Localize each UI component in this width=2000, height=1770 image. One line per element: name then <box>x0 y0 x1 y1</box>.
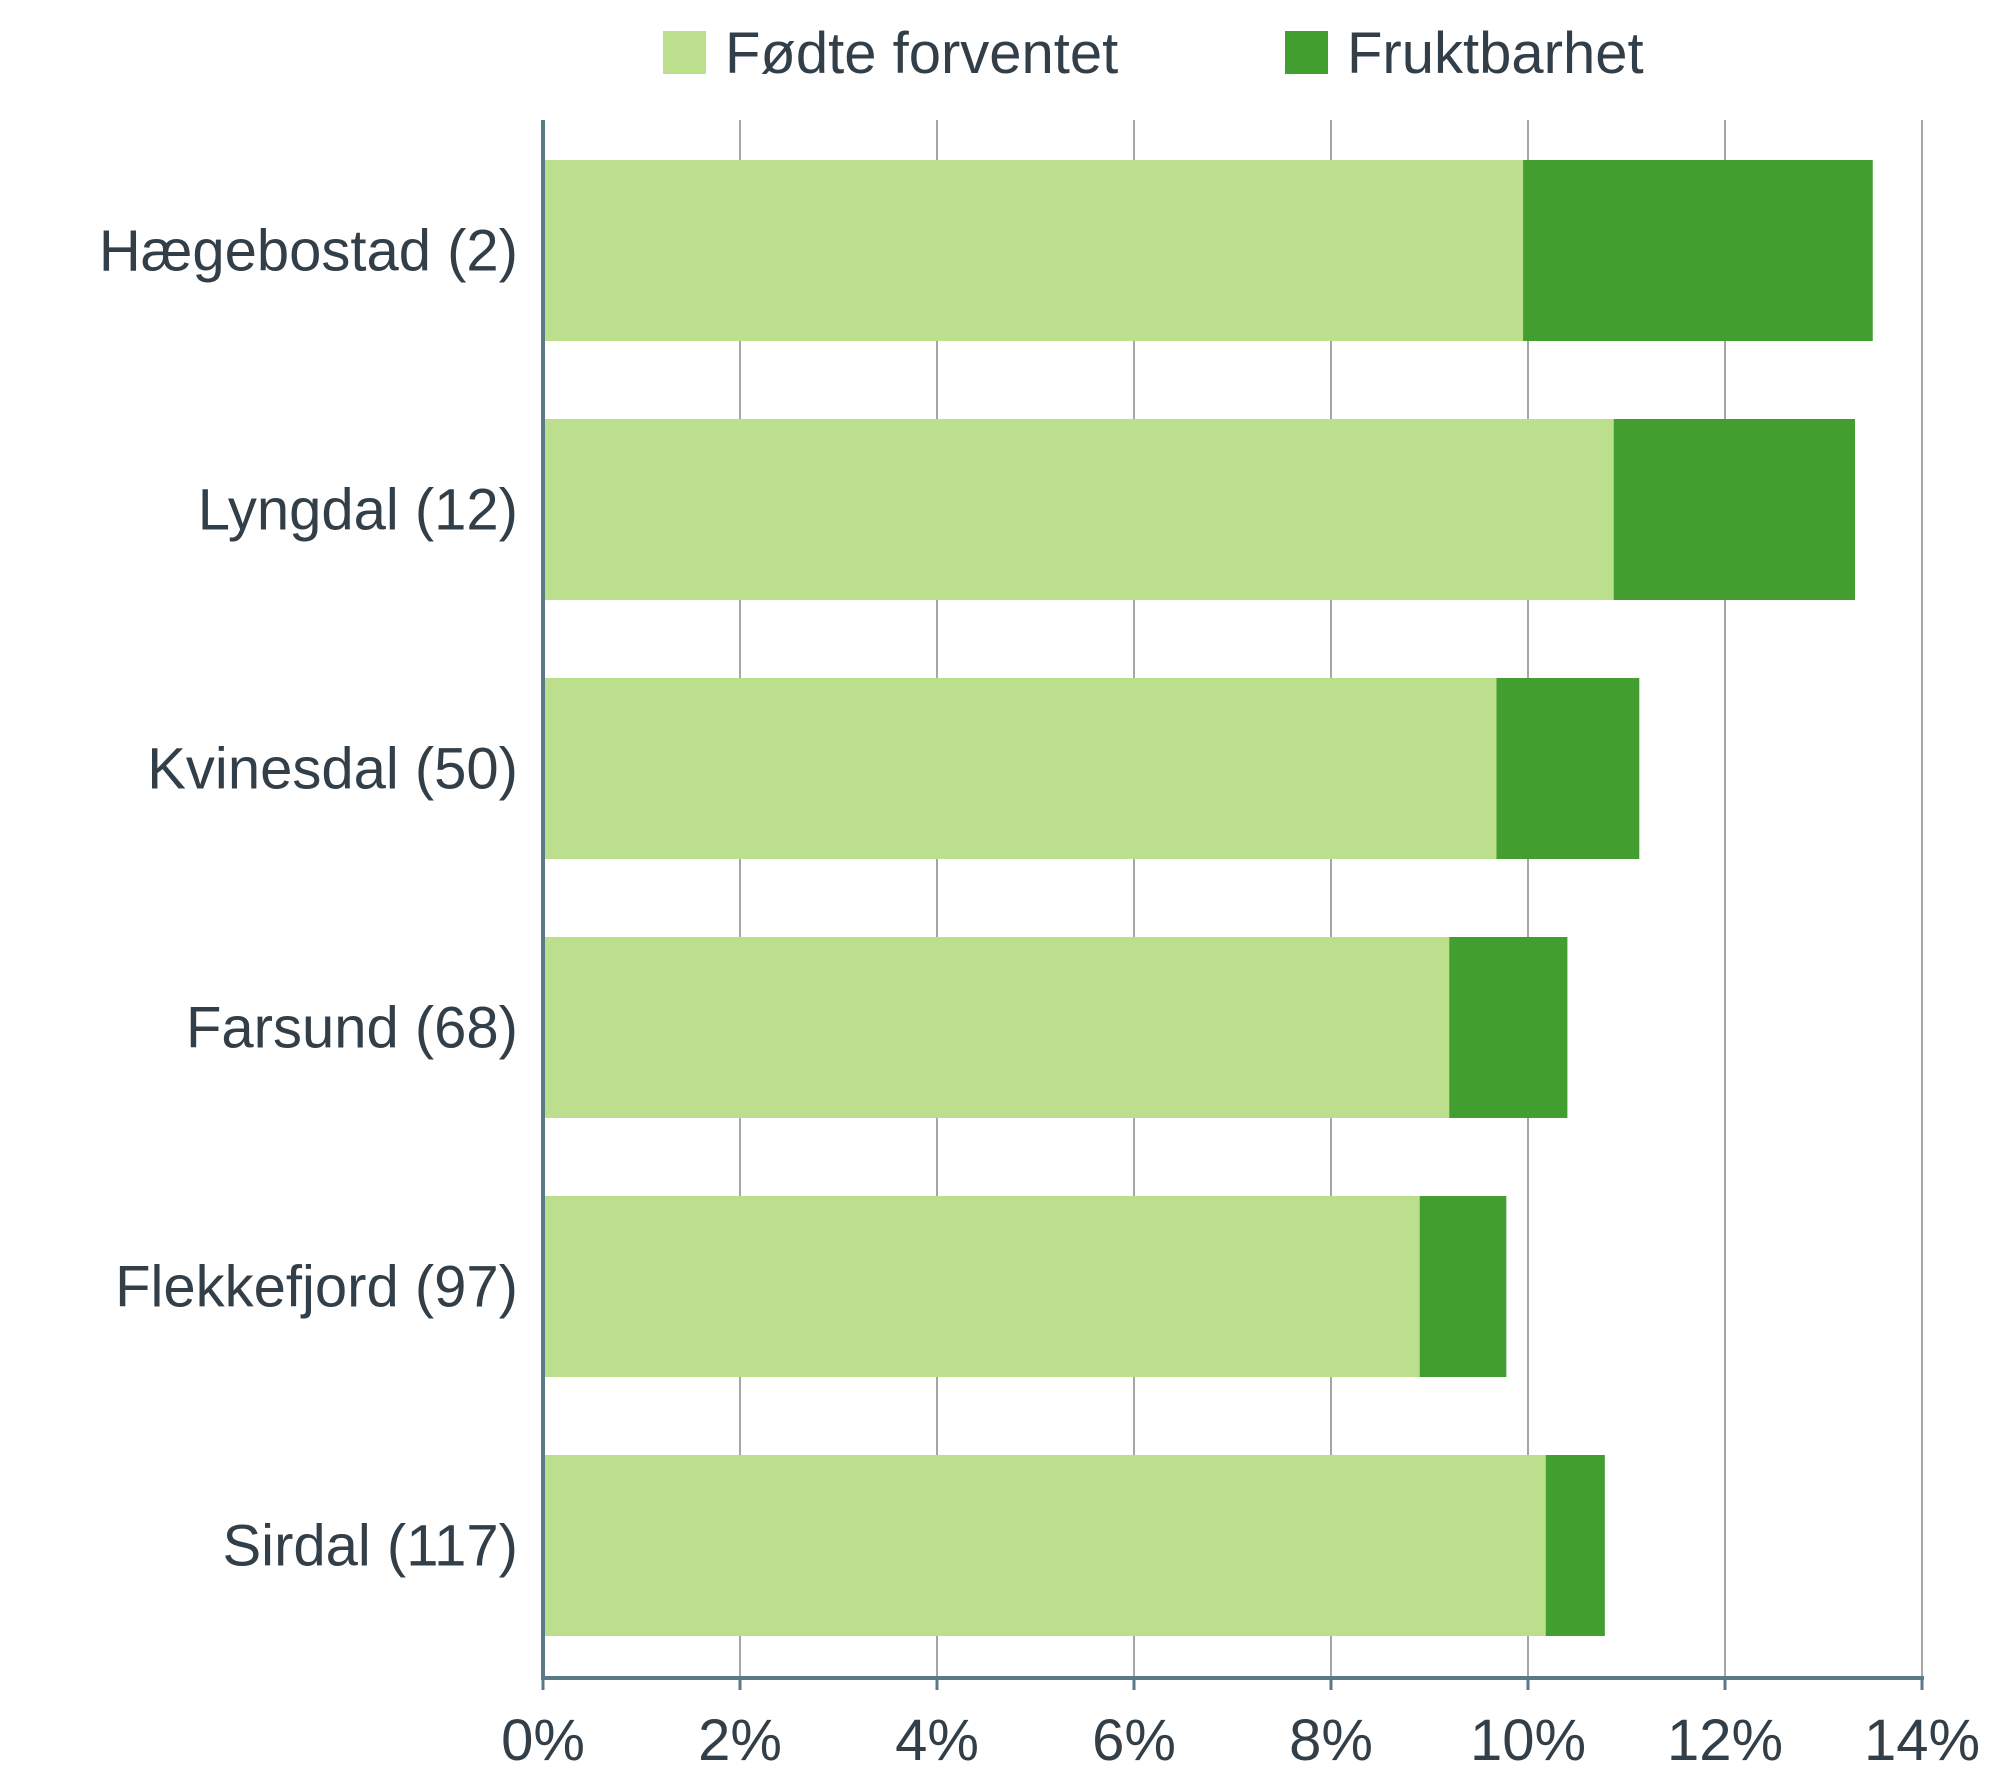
category-label: Hægebostad (2) <box>99 219 518 284</box>
bar-fruktbarhet-1 <box>1613 419 1856 600</box>
x-tick-labels: 0% 2% 4% 6% 8% 10% 12% 14% <box>501 1708 1980 1770</box>
legend: Fødte forventet Fruktbarhet <box>663 21 1644 86</box>
category-label: Kvinesdal (50) <box>147 737 518 802</box>
bar-fodte-forventet-0 <box>543 160 1524 341</box>
bar-fruktbarhet-5 <box>1545 1455 1605 1636</box>
category-label: Farsund (68) <box>186 996 518 1061</box>
bar-fodte-forventet-5 <box>543 1455 1546 1636</box>
bars <box>543 160 1873 1636</box>
legend-swatch <box>663 31 706 74</box>
category-label: Sirdal (117) <box>223 1514 519 1579</box>
bar-fodte-forventet-2 <box>543 678 1497 859</box>
bar-fruktbarhet-0 <box>1523 160 1873 341</box>
gridlines <box>739 120 1923 1678</box>
category-labels: Hægebostad (2) Lyngdal (12) Kvinesdal (50)… <box>99 219 518 1579</box>
x-tick-label: 0% <box>501 1708 585 1770</box>
x-tick-label: 14% <box>1864 1708 1980 1770</box>
legend-swatch <box>1285 31 1328 74</box>
x-tick-label: 6% <box>1092 1708 1176 1770</box>
x-tick-label: 8% <box>1289 1708 1373 1770</box>
bar-fodte-forventet-4 <box>543 1196 1420 1377</box>
bar-fodte-forventet-1 <box>543 419 1614 600</box>
category-label: Flekkefjord (97) <box>115 1255 518 1320</box>
bar-fruktbarhet-4 <box>1419 1196 1507 1377</box>
legend-label: Fødte forventet <box>725 21 1118 86</box>
bar-fodte-forventet-3 <box>543 937 1450 1118</box>
bar-fruktbarhet-2 <box>1496 678 1640 859</box>
axes <box>541 120 1924 1690</box>
x-tick-label: 4% <box>895 1708 979 1770</box>
x-tick-label: 2% <box>698 1708 782 1770</box>
x-tick-label: 12% <box>1667 1708 1783 1770</box>
category-label: Lyngdal (12) <box>198 478 518 543</box>
x-tick-label: 10% <box>1470 1708 1586 1770</box>
bar-fruktbarhet-3 <box>1449 937 1568 1118</box>
legend-label: Fruktbarhet <box>1347 21 1644 86</box>
